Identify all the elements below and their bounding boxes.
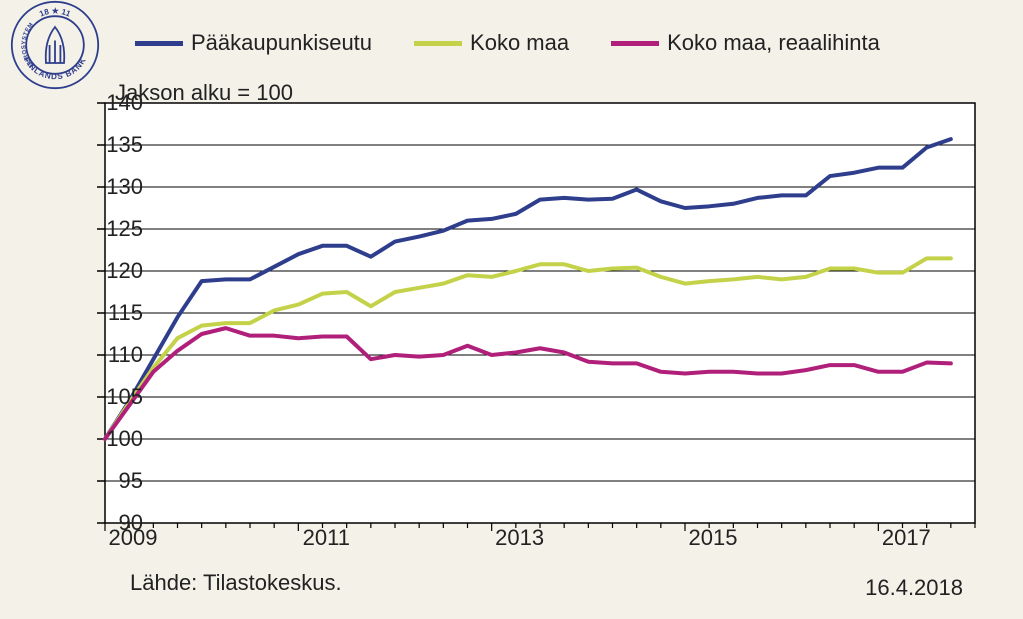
legend-swatch <box>414 41 462 46</box>
legend: Pääkaupunkiseutu Koko maa Koko maa, reaa… <box>135 30 880 56</box>
y-tick-label: 125 <box>93 216 143 242</box>
x-tick-label: 2015 <box>673 525 753 551</box>
y-tick-label: 140 <box>93 90 143 116</box>
y-tick-label: 115 <box>93 300 143 326</box>
legend-item: Koko maa <box>414 30 569 56</box>
source-text: Lähde: Tilastokeskus. <box>130 570 342 596</box>
legend-swatch <box>135 41 183 46</box>
y-tick-label: 135 <box>93 132 143 158</box>
y-tick-label: 130 <box>93 174 143 200</box>
page-root: 18 ★ 11 FINLANDS BANK EUROSYSTEM Pääkaup… <box>0 0 1023 619</box>
legend-swatch <box>611 41 659 46</box>
legend-label: Koko maa, reaalihinta <box>667 30 880 56</box>
y-tick-label: 100 <box>93 426 143 452</box>
legend-label: Pääkaupunkiseutu <box>191 30 372 56</box>
date-text: 16.4.2018 <box>865 575 963 601</box>
y-tick-label: 120 <box>93 258 143 284</box>
finlands-bank-logo: 18 ★ 11 FINLANDS BANK EUROSYSTEM <box>10 0 100 90</box>
y-tick-label: 110 <box>93 342 143 368</box>
y-tick-label: 105 <box>93 384 143 410</box>
legend-label: Koko maa <box>470 30 569 56</box>
x-tick-label: 2011 <box>286 525 366 551</box>
legend-item: Koko maa, reaalihinta <box>611 30 880 56</box>
legend-item: Pääkaupunkiseutu <box>135 30 372 56</box>
y-tick-label: 95 <box>93 468 143 494</box>
x-tick-label: 2009 <box>93 525 173 551</box>
x-tick-label: 2013 <box>480 525 560 551</box>
line-chart <box>105 103 975 523</box>
x-tick-label: 2017 <box>866 525 946 551</box>
